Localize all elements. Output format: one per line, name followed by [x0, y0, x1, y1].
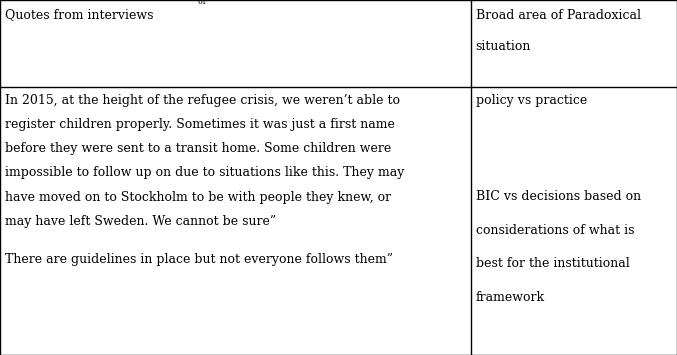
Text: may have left Sweden. We cannot be sure”: may have left Sweden. We cannot be sure”	[5, 215, 276, 228]
Text: There are guidelines in place but not everyone follows them”: There are guidelines in place but not ev…	[5, 253, 393, 266]
Text: register children properly. Sometimes it was just a first name: register children properly. Sometimes it…	[5, 118, 395, 131]
Text: situation: situation	[475, 40, 531, 54]
Text: considerations of what is: considerations of what is	[475, 224, 634, 237]
Text: impossible to follow up on due to situations like this. They may: impossible to follow up on due to situat…	[5, 166, 404, 180]
Text: before they were sent to a transit home. Some children were: before they were sent to a transit home.…	[5, 142, 391, 155]
Text: framework: framework	[475, 291, 544, 304]
Text: policy vs practice: policy vs practice	[475, 94, 587, 107]
Text: 61: 61	[198, 0, 207, 6]
Text: BIC vs decisions based on: BIC vs decisions based on	[475, 190, 640, 203]
Text: best for the institutional: best for the institutional	[475, 257, 629, 271]
Text: Broad area of Paradoxical: Broad area of Paradoxical	[475, 9, 640, 22]
Text: Quotes from interviews: Quotes from interviews	[5, 9, 154, 22]
Text: In 2015, at the height of the refugee crisis, we weren’t able to: In 2015, at the height of the refugee cr…	[5, 94, 400, 107]
Text: have moved on to Stockholm to be with people they knew, or: have moved on to Stockholm to be with pe…	[5, 191, 391, 204]
